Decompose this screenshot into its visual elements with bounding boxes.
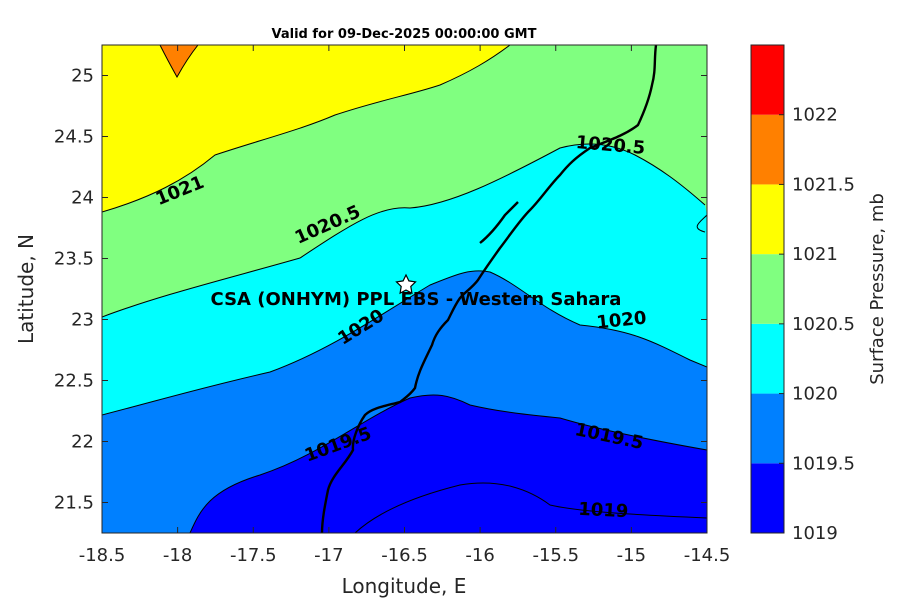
colorbar-tick-label: 1020.5 <box>792 314 855 335</box>
band-1019 <box>190 394 707 533</box>
colorbar-swatch <box>751 323 784 394</box>
y-tick-label: 22.5 <box>54 371 94 392</box>
chart-title: Valid for 09-Dec-2025 00:00:00 GMT <box>272 27 537 42</box>
y-axis-label: Latitude, N <box>14 234 38 344</box>
contour-lines <box>102 45 707 533</box>
y-tick-label: 24 <box>71 188 94 209</box>
x-axis-label: Longitude, E <box>342 574 467 598</box>
y-tick-label: 25 <box>71 66 94 87</box>
colorbar: 1019 1019.5 1020 1020.5 1021 1021.5 1022 <box>750 44 855 544</box>
colorbar-tick-label: 1021.5 <box>792 174 855 195</box>
colorbar-swatch <box>751 393 784 464</box>
y-tick-label: 21.5 <box>54 493 94 514</box>
y-tick-label: 23 <box>71 310 94 331</box>
colorbar-swatch <box>751 184 784 255</box>
x-tick-label: -17 <box>314 545 343 566</box>
colorbar-tick-label: 1021 <box>792 244 838 265</box>
x-tick-label: -15 <box>617 545 646 566</box>
contour-label: 1020 <box>595 307 647 333</box>
x-tick-label: -16.5 <box>381 545 428 566</box>
x-tick-label: -18.5 <box>79 545 126 566</box>
x-tick-label: -14.5 <box>684 545 731 566</box>
colorbar-tick-label: 1019.5 <box>792 453 855 474</box>
colorbar-swatch <box>751 45 784 115</box>
band-1021 <box>102 45 510 212</box>
y-tick-label: 22 <box>71 432 94 453</box>
y-tick-label: 24.5 <box>54 127 94 148</box>
x-tick-label: -16 <box>465 545 494 566</box>
y-axis: 21.5 22 22.5 23 23.5 24 24.5 25 <box>54 66 707 514</box>
x-tick-label: -15.5 <box>532 545 579 566</box>
site-label: CSA (ONHYM) PPL EBS - Western Sahara <box>211 289 622 310</box>
coastline <box>320 45 658 533</box>
colorbar-tick-label: 1019 <box>792 523 838 544</box>
band-1021-5 <box>160 45 198 77</box>
colorbar-tick-label: 1022 <box>792 105 838 126</box>
site-marker <box>395 273 417 295</box>
colorbar-swatch <box>751 463 784 533</box>
colorbar-swatch <box>751 114 784 185</box>
colorbar-tick-label: 1020 <box>792 384 838 405</box>
x-axis: -18.5 -18 -17.5 -17 -16.5 -16 -15.5 -15 -14.5 <box>79 45 731 566</box>
x-tick-label: -18 <box>163 545 192 566</box>
colorbar-frame <box>750 44 785 534</box>
contour-field <box>102 45 707 533</box>
y-tick-label: 23.5 <box>54 249 94 270</box>
colorbar-label: Surface Pressure, mb <box>867 193 888 385</box>
x-tick-label: -17.5 <box>230 545 277 566</box>
star-icon <box>395 273 417 295</box>
colorbar-swatch <box>751 254 784 324</box>
contour-label: 1019 <box>578 499 629 523</box>
